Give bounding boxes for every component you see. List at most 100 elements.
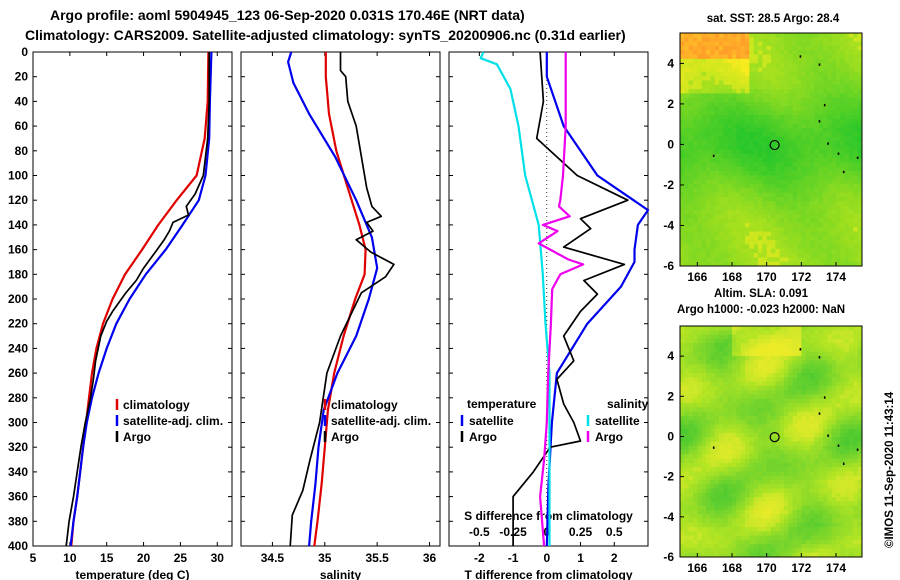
map-cell	[727, 488, 733, 494]
map-cell	[719, 171, 724, 176]
map-cell	[736, 552, 742, 558]
map-cell	[784, 552, 789, 558]
map-cell	[732, 214, 737, 220]
map-cell	[788, 84, 794, 90]
map-cell	[693, 539, 698, 545]
map-cell	[823, 240, 828, 245]
island-speck	[818, 356, 821, 359]
map-cell	[693, 415, 698, 421]
map-cell	[849, 84, 854, 90]
map-cell	[849, 467, 854, 472]
map-cell	[697, 218, 703, 224]
map-cell	[758, 535, 763, 541]
map-cell	[801, 188, 807, 194]
map-cell	[801, 158, 807, 163]
map-cell	[857, 535, 863, 541]
map-cell	[792, 45, 798, 51]
map-cell	[831, 544, 837, 549]
map-cell	[831, 441, 837, 447]
map-cell	[853, 424, 859, 430]
map-cell	[745, 41, 750, 47]
map-cell	[680, 248, 685, 254]
map-cell	[766, 166, 772, 172]
map-cell	[762, 544, 768, 549]
map-cell	[836, 377, 841, 383]
map-cell	[775, 343, 781, 348]
map-cell	[784, 424, 789, 430]
map-cell	[719, 415, 724, 421]
map-cell	[814, 355, 820, 361]
map-cell	[701, 84, 707, 90]
map-cell	[680, 488, 685, 494]
map-cell	[697, 411, 703, 417]
map-cell	[775, 33, 781, 38]
map-cell	[818, 403, 824, 408]
map-cell	[762, 97, 768, 103]
map-cell	[788, 403, 794, 408]
map-cell	[697, 398, 703, 404]
map-cell	[740, 527, 746, 532]
map-cell	[814, 475, 820, 481]
map-cell	[779, 37, 785, 43]
map-cell	[853, 214, 859, 220]
map-cell	[849, 480, 854, 485]
map-cell	[701, 390, 707, 395]
map-x-tick-label: 172	[791, 270, 811, 284]
map-cell	[701, 235, 707, 241]
map-cell	[684, 102, 690, 107]
map-cell	[701, 63, 707, 69]
map-cell	[706, 106, 711, 112]
map-cell	[701, 385, 707, 391]
map-cell	[792, 355, 798, 361]
map-cell	[771, 326, 776, 331]
map-cell	[805, 398, 811, 404]
map-cell	[758, 45, 763, 51]
map-cell	[779, 377, 785, 383]
map-cell	[836, 527, 841, 532]
map-cell	[797, 334, 802, 340]
map-cell	[727, 145, 733, 150]
map-cell	[740, 347, 746, 353]
map-cell	[727, 240, 733, 245]
map-cell	[719, 136, 724, 142]
map-cell	[818, 114, 824, 120]
map-cell	[814, 326, 820, 331]
map-cell	[706, 248, 711, 254]
map-cell	[701, 158, 707, 163]
map-cell	[827, 89, 833, 94]
map-cell	[680, 509, 685, 515]
map-cell	[714, 535, 720, 541]
map-cell	[701, 445, 707, 451]
map-cell	[766, 338, 772, 344]
map-cell	[814, 136, 820, 142]
map-cell	[736, 420, 742, 425]
map-cell	[849, 360, 854, 365]
map-cell	[753, 390, 759, 395]
map-cell	[714, 136, 720, 142]
map-cell	[814, 424, 820, 430]
map-cell	[810, 398, 815, 404]
map-cell	[801, 166, 807, 172]
map-cell	[762, 171, 768, 176]
map-cell	[740, 343, 746, 348]
map-cell	[736, 127, 742, 133]
map-cell	[706, 123, 711, 129]
map-cell	[792, 158, 798, 163]
map-cell	[801, 330, 807, 336]
map-cell	[736, 63, 742, 69]
map-cell	[680, 407, 685, 413]
map-cell	[818, 240, 824, 245]
map-cell	[766, 428, 772, 434]
map-cell	[727, 162, 733, 168]
map-cell	[710, 415, 716, 421]
map-cell	[736, 411, 742, 417]
map-cell	[792, 338, 798, 344]
map-cell	[710, 123, 716, 129]
map-cell	[831, 518, 837, 524]
map-cell	[745, 531, 750, 537]
map-cell	[814, 71, 820, 77]
map-cell	[836, 351, 841, 357]
map-cell	[836, 261, 841, 267]
map-cell	[810, 196, 815, 202]
map-cell	[831, 257, 837, 263]
